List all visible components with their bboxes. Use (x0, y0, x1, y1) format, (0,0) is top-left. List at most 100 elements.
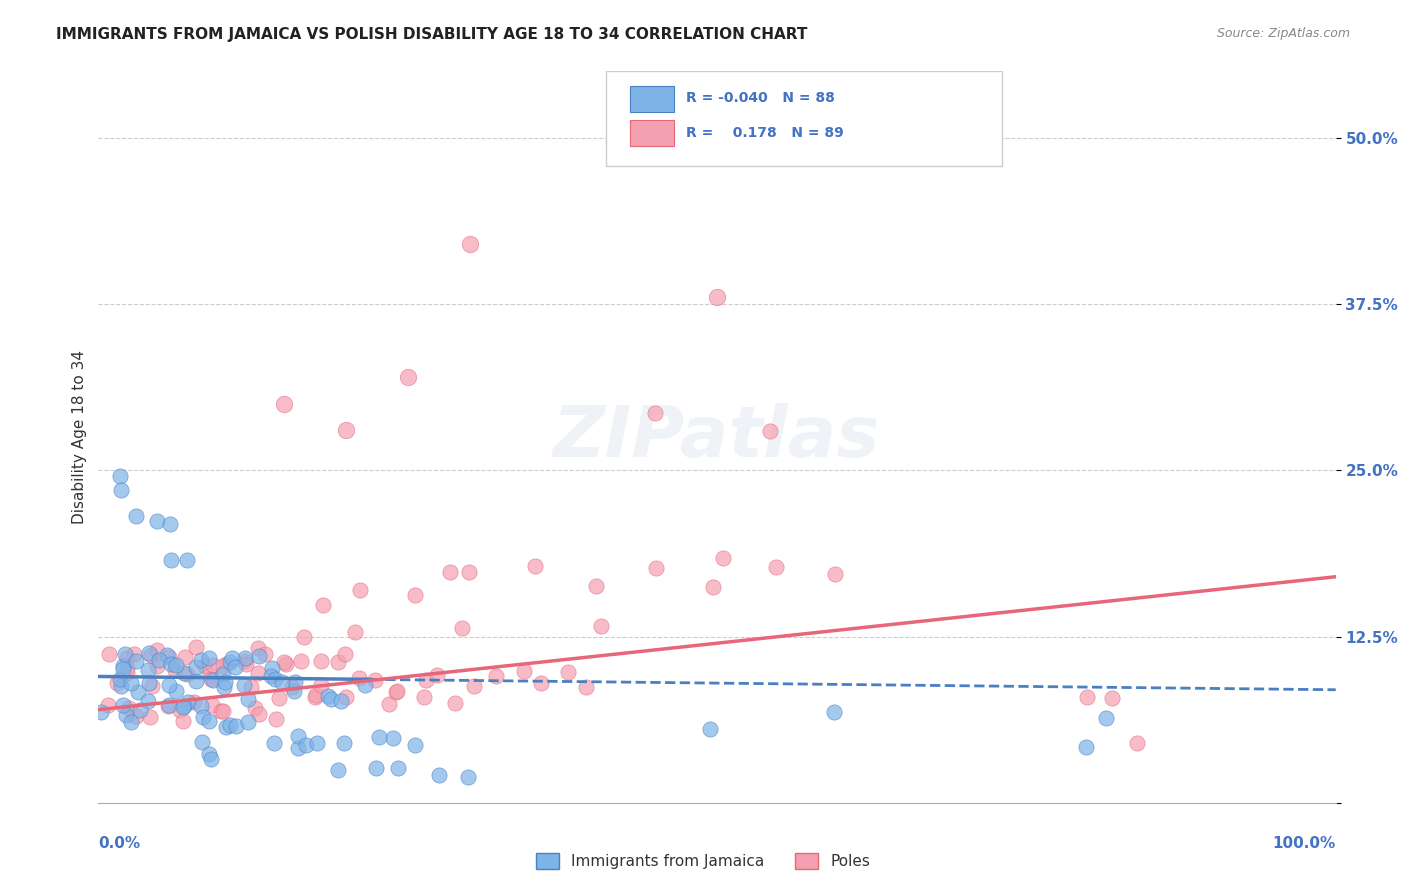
Point (706, 290, 728, 304)
Point (129, 703, 152, 717)
Point (115, 666, 138, 681)
Point (287, 741, 309, 756)
Text: ZIPatlas: ZIPatlas (554, 402, 880, 472)
Point (112, 659, 135, 673)
Point (117, 661, 139, 675)
Point (378, 697, 401, 711)
Point (127, 685, 149, 699)
Point (139, 648, 162, 662)
Point (184, 660, 207, 674)
Point (214, 675, 236, 690)
Point (281, 680, 304, 694)
Point (209, 704, 232, 718)
Point (169, 703, 191, 717)
Point (387, 761, 409, 775)
Point (824, 566, 846, 581)
Point (212, 666, 235, 681)
Point (172, 700, 194, 714)
Point (156, 698, 179, 713)
Point (273, 655, 295, 669)
Point (309, 677, 332, 691)
Point (366, 761, 388, 775)
Point (330, 694, 353, 708)
Point (108, 468, 131, 483)
Point (273, 397, 295, 411)
Point (444, 696, 467, 710)
Point (396, 370, 419, 384)
Point (404, 588, 426, 602)
Point (290, 654, 312, 668)
Point (111, 663, 134, 677)
Point (382, 731, 405, 745)
Point (157, 698, 180, 712)
Point (294, 738, 316, 752)
Point (184, 673, 207, 688)
Point (120, 715, 142, 730)
Point (146, 658, 169, 673)
Point (458, 565, 481, 579)
Point (343, 624, 366, 639)
Point (1094, 711, 1116, 725)
Point (415, 673, 437, 687)
Point (173, 699, 195, 714)
Point (235, 657, 257, 672)
Point (644, 560, 666, 574)
Point (349, 583, 371, 598)
Point (711, 550, 734, 565)
Point (451, 621, 474, 635)
Point (200, 672, 222, 686)
Point (404, 738, 426, 752)
Point (110, 672, 132, 686)
Point (148, 653, 170, 667)
Point (138, 676, 160, 690)
Point (114, 647, 136, 661)
Point (513, 664, 536, 678)
Point (264, 673, 287, 687)
Point (264, 712, 287, 726)
Point (246, 640, 269, 655)
Text: IMMIGRANTS FROM JAMAICA VS POLISH DISABILITY AGE 18 TO 34 CORRELATION CHART: IMMIGRANTS FROM JAMAICA VS POLISH DISABI… (56, 27, 807, 42)
Point (557, 665, 579, 679)
Point (111, 698, 134, 713)
Point (439, 566, 461, 580)
Point (215, 657, 238, 671)
Point (260, 669, 283, 683)
Point (307, 736, 329, 750)
Point (190, 653, 212, 667)
Point (292, 631, 315, 645)
Point (172, 714, 194, 728)
Point (236, 714, 259, 729)
Point (326, 763, 349, 777)
Point (267, 691, 290, 706)
Point (765, 560, 787, 574)
Point (176, 666, 198, 681)
Point (194, 659, 217, 673)
Point (485, 669, 508, 683)
Point (139, 710, 162, 724)
Point (458, 237, 481, 252)
Y-axis label: Disability Age 18 to 34: Disability Age 18 to 34 (72, 350, 87, 524)
Point (212, 659, 235, 673)
Point (200, 752, 222, 766)
Point (271, 674, 294, 689)
Point (145, 643, 167, 657)
Point (335, 424, 357, 438)
Point (224, 659, 246, 673)
Point (177, 695, 200, 709)
Point (165, 683, 187, 698)
Point (191, 735, 214, 749)
Text: R =    0.178   N = 89: R = 0.178 N = 89 (686, 126, 844, 140)
Point (385, 685, 408, 699)
Point (218, 655, 240, 669)
Point (186, 640, 208, 655)
Bar (630, 86, 673, 112)
Point (211, 705, 233, 719)
Point (1125, 736, 1147, 750)
Point (155, 648, 177, 662)
Point (200, 698, 222, 712)
Point (125, 708, 148, 723)
Point (702, 581, 724, 595)
Point (283, 684, 305, 698)
Point (221, 651, 243, 665)
Point (157, 650, 180, 665)
